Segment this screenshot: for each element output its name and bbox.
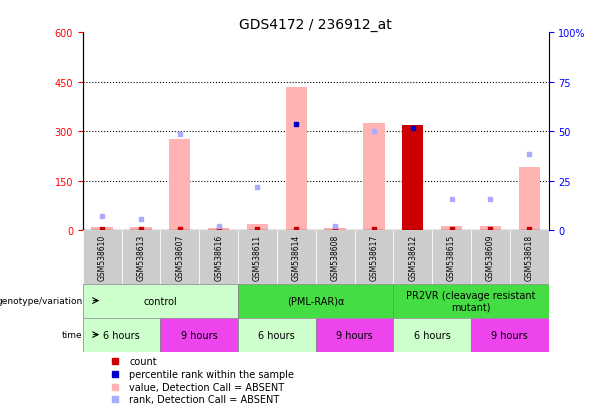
Bar — [354, 231, 394, 284]
Text: control: control — [143, 296, 177, 306]
Bar — [247, 224, 268, 231]
Text: 9 hours: 9 hours — [492, 330, 528, 340]
Bar — [364, 124, 384, 231]
Bar — [316, 231, 354, 284]
Bar — [169, 139, 191, 231]
Bar — [199, 231, 238, 284]
Bar — [394, 284, 549, 318]
Text: 6 hours: 6 hours — [414, 330, 451, 340]
Text: GSM538609: GSM538609 — [486, 234, 495, 280]
Text: GSM538617: GSM538617 — [370, 234, 378, 280]
Text: GSM538608: GSM538608 — [330, 234, 340, 280]
Title: GDS4172 / 236912_at: GDS4172 / 236912_at — [239, 18, 392, 32]
Text: GSM538614: GSM538614 — [292, 234, 301, 280]
Bar — [238, 318, 316, 352]
Text: count: count — [129, 356, 157, 366]
Bar — [238, 284, 394, 318]
Text: genotype/variation: genotype/variation — [0, 297, 83, 305]
Bar — [83, 284, 238, 318]
Text: GSM538607: GSM538607 — [175, 234, 185, 280]
Bar — [91, 228, 113, 231]
Text: GSM538615: GSM538615 — [447, 234, 456, 280]
Bar — [131, 228, 151, 231]
Text: GSM538611: GSM538611 — [253, 235, 262, 280]
Bar — [480, 227, 501, 231]
Bar — [471, 318, 549, 352]
Bar — [471, 231, 510, 284]
Bar — [208, 228, 229, 231]
Text: PR2VR (cleavage resistant
mutant): PR2VR (cleavage resistant mutant) — [406, 290, 536, 312]
Bar — [286, 88, 307, 231]
Text: GSM538613: GSM538613 — [137, 234, 145, 280]
Text: 6 hours: 6 hours — [103, 330, 140, 340]
Text: rank, Detection Call = ABSENT: rank, Detection Call = ABSENT — [129, 394, 280, 404]
Bar — [238, 231, 277, 284]
Text: 9 hours: 9 hours — [181, 330, 218, 340]
Bar — [402, 126, 424, 231]
Bar — [277, 231, 316, 284]
Text: value, Detection Call = ABSENT: value, Detection Call = ABSENT — [129, 382, 284, 392]
Bar — [83, 231, 121, 284]
Text: GSM538616: GSM538616 — [214, 234, 223, 280]
Bar — [324, 228, 346, 231]
Bar — [316, 318, 394, 352]
Bar — [83, 318, 161, 352]
Text: 9 hours: 9 hours — [336, 330, 373, 340]
Text: GSM538612: GSM538612 — [408, 235, 417, 280]
Bar — [161, 318, 238, 352]
Text: percentile rank within the sample: percentile rank within the sample — [129, 369, 294, 379]
Bar — [161, 231, 199, 284]
Text: time: time — [62, 330, 83, 339]
Bar — [510, 231, 549, 284]
Text: GSM538610: GSM538610 — [97, 234, 107, 280]
Text: (PML-RAR)α: (PML-RAR)α — [287, 296, 345, 306]
Bar — [432, 231, 471, 284]
Text: GSM538618: GSM538618 — [525, 235, 534, 280]
Bar — [519, 168, 540, 231]
Text: 6 hours: 6 hours — [259, 330, 295, 340]
Bar — [121, 231, 161, 284]
Bar — [394, 231, 432, 284]
Bar — [441, 227, 462, 231]
Bar — [394, 318, 471, 352]
